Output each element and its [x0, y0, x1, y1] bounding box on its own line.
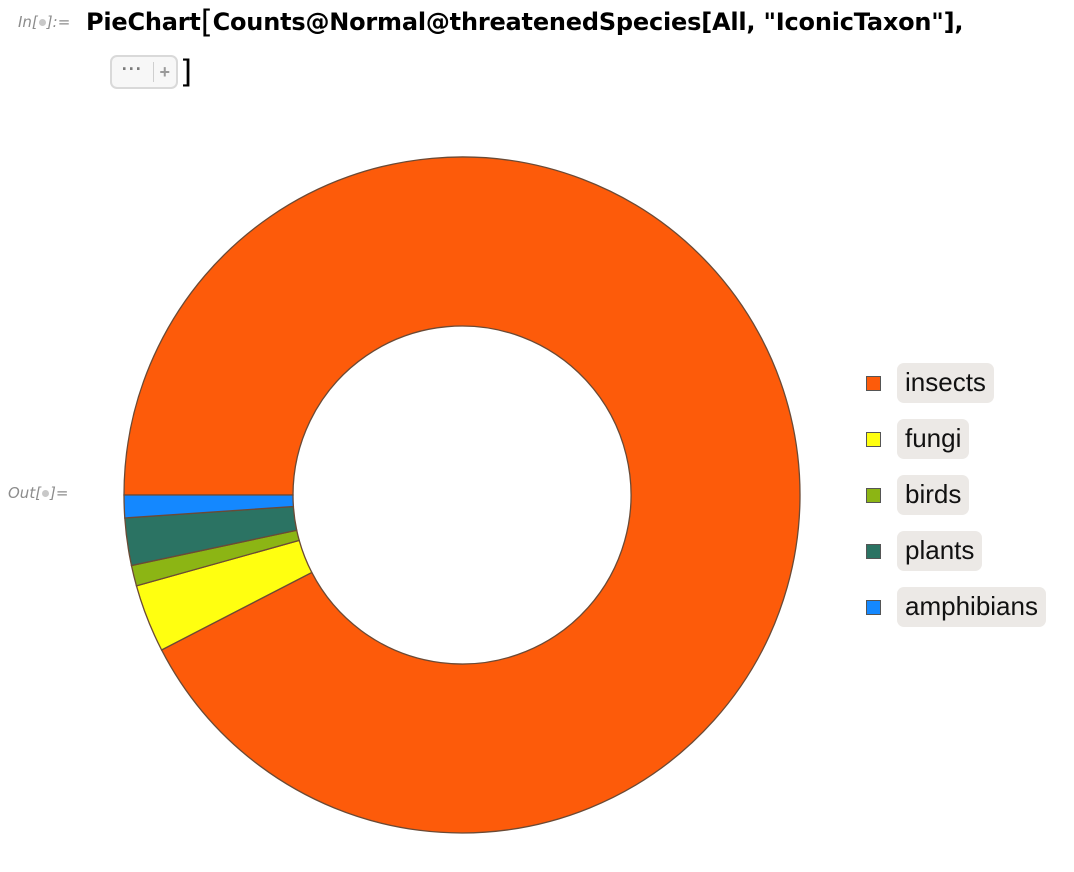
donut-slices: [123, 156, 801, 834]
legend-swatch: [866, 431, 881, 447]
input-cell-label: In[]:=: [18, 13, 71, 31]
legend-label: insects: [897, 363, 994, 403]
close-bracket: ]: [180, 53, 193, 90]
legend-swatch: [866, 487, 881, 503]
plus-icon[interactable]: +: [159, 62, 170, 82]
input-code-line[interactable]: PieChart[Counts@Normal@threatenedSpecies…: [86, 4, 963, 40]
cell-label-dot-icon: [42, 490, 50, 497]
legend-label: birds: [897, 475, 970, 515]
chart-legend: insects fungi birds plants amphibians: [866, 362, 1046, 642]
legend-label: plants: [897, 531, 983, 571]
legend-swatch: [866, 375, 881, 391]
legend-label: fungi: [897, 419, 970, 459]
function-arguments: Counts@Normal@threatenedSpecies[All, "Ic…: [212, 8, 964, 36]
ellipsis-icon[interactable]: ···: [121, 59, 143, 79]
options-divider: [152, 62, 154, 82]
input-code-continuation: ··· + ]: [110, 50, 192, 94]
options-placeholder-button[interactable]: ··· +: [110, 55, 178, 89]
donut-slice-insects[interactable]: [123, 156, 801, 834]
cell-label-dot-icon: [38, 19, 46, 26]
legend-label: amphibians: [897, 587, 1046, 627]
legend-swatch: [866, 543, 881, 559]
legend-item-fungi[interactable]: fungi: [866, 418, 1046, 460]
legend-item-amphibians[interactable]: amphibians: [866, 586, 1046, 628]
donut-slice-amphibians[interactable]: [123, 494, 295, 519]
open-bracket: [: [200, 4, 213, 40]
legend-item-plants[interactable]: plants: [866, 530, 1046, 572]
legend-item-birds[interactable]: birds: [866, 474, 1046, 516]
legend-swatch: [866, 599, 881, 615]
legend-item-insects[interactable]: insects: [866, 362, 1046, 404]
output-cell-label: Out[]=: [8, 484, 69, 502]
function-name: PieChart: [86, 8, 201, 36]
